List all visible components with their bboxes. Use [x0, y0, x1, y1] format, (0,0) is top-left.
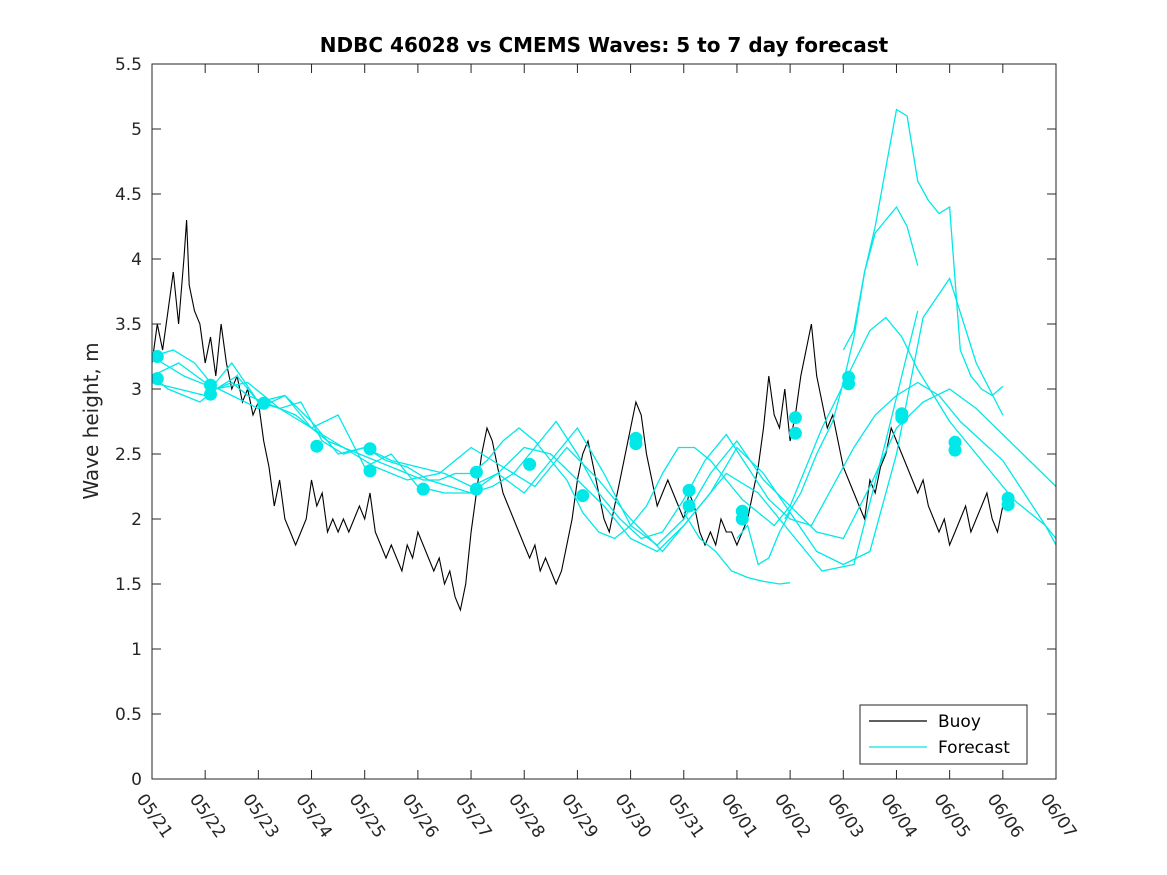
forecast-series-line	[842, 108, 1004, 397]
y-tick-label: 1	[131, 640, 142, 660]
forecast-series-line	[152, 316, 1056, 540]
legend-box	[859, 704, 1028, 765]
y-tick-label: 4.5	[115, 185, 142, 205]
forecast-marker	[682, 483, 696, 497]
forecast-series-line	[152, 349, 1056, 546]
forecast-marker	[152, 350, 164, 363]
forecast-series-line	[152, 310, 919, 572]
y-tick-label: 5	[131, 120, 142, 140]
forecast-marker	[948, 443, 962, 457]
chart-title: NDBC 46028 vs CMEMS Waves: 5 to 7 day fo…	[320, 33, 889, 57]
forecast-marker	[629, 437, 643, 451]
axes-box	[151, 63, 1057, 780]
y-tick-label: 3	[131, 380, 142, 400]
forecast-marker	[895, 411, 909, 425]
y-tick-label: 2	[131, 510, 142, 530]
forecast-marker	[257, 396, 271, 410]
y-tick-label: 1.5	[115, 575, 142, 595]
forecast-marker	[788, 411, 802, 425]
y-axis-label: Wave height, m	[79, 342, 103, 499]
legend-label: Buoy	[938, 712, 981, 732]
forecast-marker	[523, 457, 537, 471]
forecast-marker	[363, 464, 377, 478]
legend-label: Forecast	[938, 738, 1010, 758]
forecast-marker	[204, 387, 217, 401]
legend: Buoy Forecast	[859, 704, 1028, 765]
forecast-marker	[1001, 498, 1015, 512]
y-tick-label: 0.5	[115, 705, 142, 725]
plot-series	[152, 108, 1056, 612]
forecast-marker	[310, 439, 324, 453]
y-tick-label: 4	[131, 250, 142, 270]
forecast-marker	[152, 372, 164, 386]
forecast-marker	[842, 377, 856, 391]
forecast-marker	[576, 489, 590, 503]
y-tick-label: 2.5	[115, 445, 142, 465]
forecast-series-line	[683, 512, 791, 585]
forecast-marker	[469, 465, 483, 479]
plot-area	[152, 108, 1056, 612]
y-tick-label: 0	[131, 770, 142, 790]
y-tick-label: 3.5	[115, 315, 142, 335]
forecast-series-line	[736, 512, 791, 566]
forecast-marker	[363, 442, 377, 456]
forecast-marker	[788, 426, 802, 440]
buoy-series-line	[152, 219, 1004, 612]
forecast-marker	[735, 512, 749, 526]
forecast-marker	[416, 482, 430, 496]
forecast-marker	[469, 482, 483, 496]
forecast-marker	[204, 378, 217, 392]
forecast-series-line	[152, 277, 1004, 566]
y-tick-label: 5.5	[115, 55, 142, 75]
forecast-marker	[682, 499, 696, 513]
